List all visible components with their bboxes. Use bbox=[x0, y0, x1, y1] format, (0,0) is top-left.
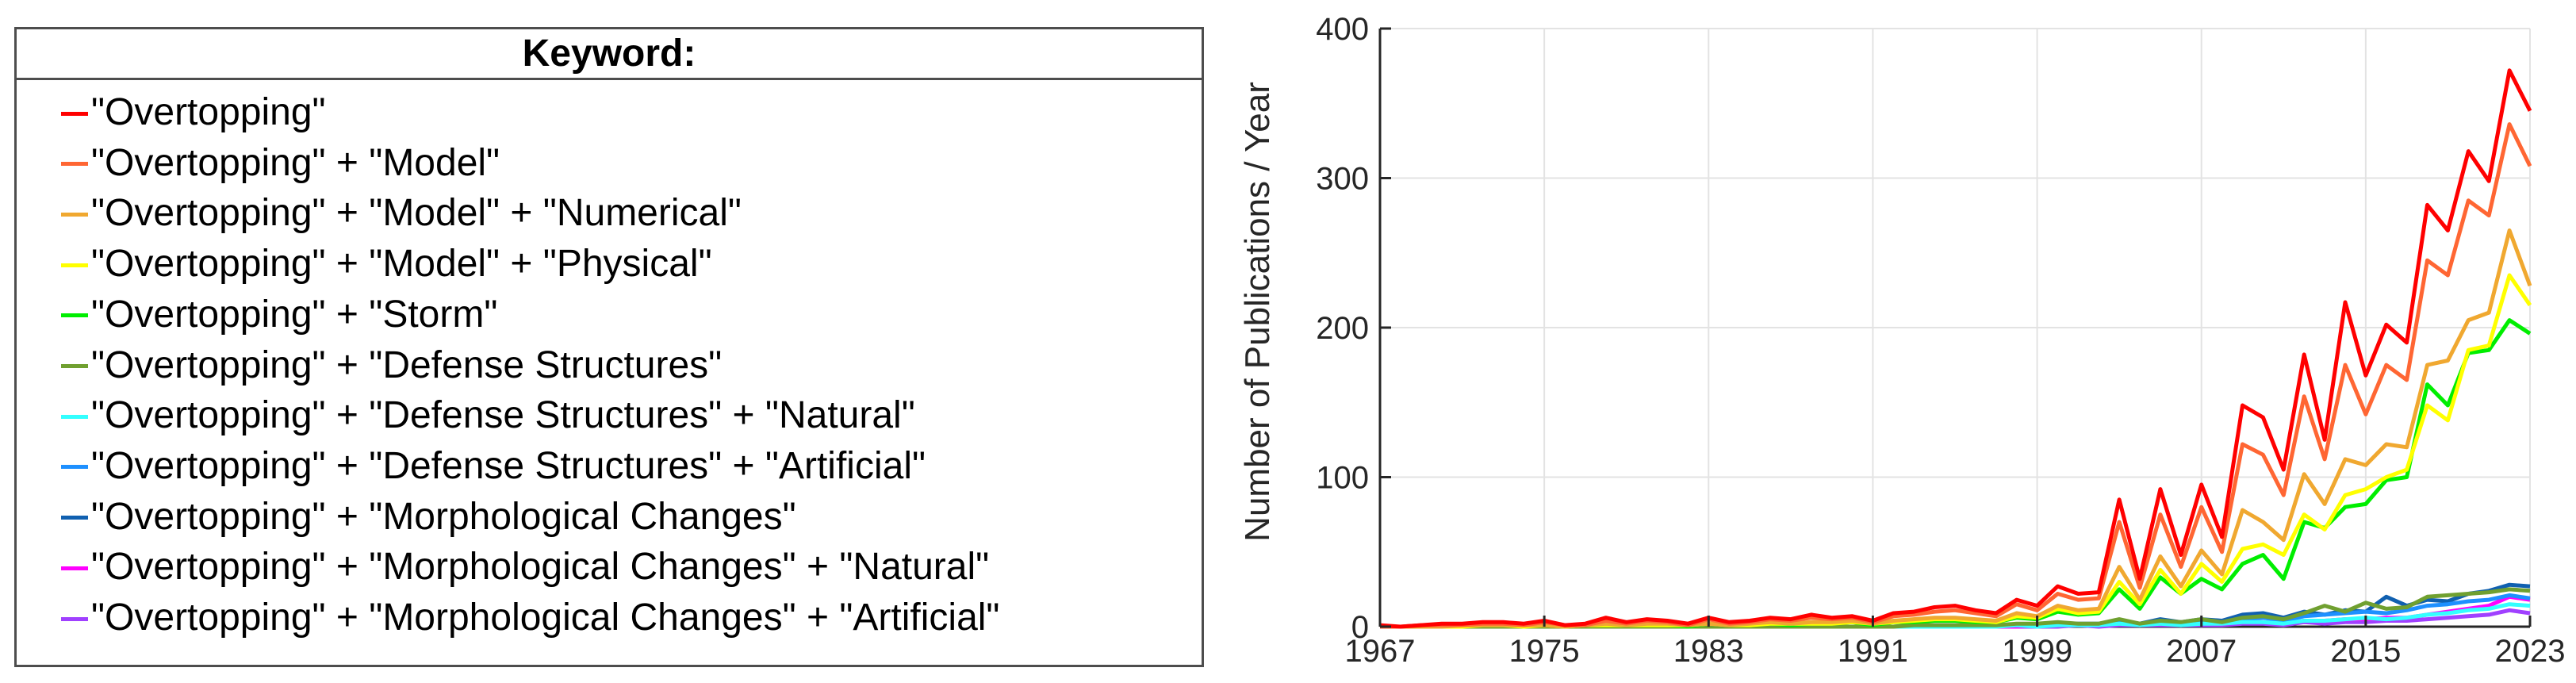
legend-entry: "Overtopping" + "Defense Structures" + "… bbox=[61, 393, 915, 439]
x-tick-label: 2007 bbox=[2166, 634, 2237, 669]
series-line bbox=[1379, 68, 2532, 629]
legend-swatch bbox=[61, 111, 88, 116]
legend-label: "Overtopping" bbox=[91, 91, 326, 133]
legend-entry: "Overtopping" + "Defense Structures" + "… bbox=[61, 443, 926, 489]
legend-label: "Overtopping" + "Defense Structures" + "… bbox=[91, 444, 926, 487]
legend-swatch bbox=[61, 516, 88, 520]
legend-entry: "Overtopping" + "Model" bbox=[61, 140, 500, 186]
chart-grid bbox=[1379, 28, 2531, 627]
legend-entry: "Overtopping" + "Morphological Changes" … bbox=[61, 544, 989, 590]
x-tick-label: 1991 bbox=[1838, 634, 1908, 669]
legend-title: Keyword: bbox=[17, 29, 1202, 80]
series-line bbox=[1380, 122, 2532, 629]
legend-label: "Overtopping" + "Storm" bbox=[91, 293, 498, 336]
legend-label: "Overtopping" + "Morphological Changes" bbox=[91, 495, 796, 538]
y-tick-label: 0 bbox=[1351, 610, 1369, 645]
legend-label: "Overtopping" + "Model" + "Physical" bbox=[91, 243, 712, 286]
legend-swatch bbox=[61, 566, 88, 570]
legend-swatch bbox=[61, 414, 88, 419]
legend-entry: "Overtopping" + "Storm" bbox=[61, 292, 497, 338]
legend-swatch bbox=[61, 616, 88, 621]
legend-entry: "Overtopping" bbox=[61, 90, 326, 136]
legend-label: "Overtopping" + "Defense Structures" bbox=[91, 343, 723, 386]
legend-label: "Overtopping" + "Model" bbox=[91, 141, 500, 184]
legend-entry: "Overtopping" + "Model" + "Physical" bbox=[61, 241, 712, 287]
legend-swatch bbox=[61, 364, 88, 368]
legend-swatch bbox=[61, 465, 88, 470]
x-tick-label: 1967 bbox=[1345, 634, 1416, 669]
y-tick-label: 400 bbox=[1316, 12, 1369, 47]
legend-entry: "Overtopping" + "Model" + "Numerical" bbox=[61, 190, 742, 236]
x-tick-label: 1975 bbox=[1509, 634, 1580, 669]
chart-legend: Keyword: "Overtopping" "Overtopping" + "M… bbox=[14, 27, 1204, 667]
x-tick-label: 1983 bbox=[1673, 634, 1744, 669]
y-axis-label: Number of Publications / Year bbox=[1238, 82, 1277, 542]
legend-label: "Overtopping" + "Defense Structures" + "… bbox=[91, 394, 915, 437]
x-tick-label: 2023 bbox=[2495, 634, 2566, 669]
legend-swatch bbox=[61, 162, 88, 167]
legend-label: "Overtopping" + "Morphological Changes" … bbox=[91, 597, 1000, 639]
y-tick-label: 200 bbox=[1316, 311, 1369, 346]
legend-swatch bbox=[61, 212, 88, 217]
y-tick-label: 300 bbox=[1316, 162, 1369, 197]
legend-swatch bbox=[61, 263, 88, 267]
legend-entry: "Overtopping" + "Morphological Changes" … bbox=[61, 595, 999, 641]
series-line bbox=[1380, 228, 2532, 629]
series-line bbox=[1380, 318, 2532, 629]
x-tick-label: 2015 bbox=[2330, 634, 2401, 669]
legend-entry: "Overtopping" + "Defense Structures" bbox=[61, 343, 722, 389]
line-chart: 1967 1975 1983 1991 1999 2007 2015 2023 0 100 200 3… bbox=[1238, 12, 2565, 669]
chart-series bbox=[1379, 68, 2532, 629]
legend-swatch bbox=[61, 313, 88, 318]
legend-label: "Overtopping" + "Model" + "Numerical" bbox=[91, 192, 742, 235]
chart-ticks: 1967 1975 1983 1991 1999 2007 2015 2023 0 100 200 3… bbox=[1316, 12, 2565, 669]
y-tick-label: 100 bbox=[1316, 461, 1369, 496]
x-tick-label: 1999 bbox=[2002, 634, 2072, 669]
legend-label: "Overtopping" + "Morphological Changes" … bbox=[91, 546, 990, 589]
legend-entry: "Overtopping" + "Morphological Changes" bbox=[61, 494, 796, 540]
